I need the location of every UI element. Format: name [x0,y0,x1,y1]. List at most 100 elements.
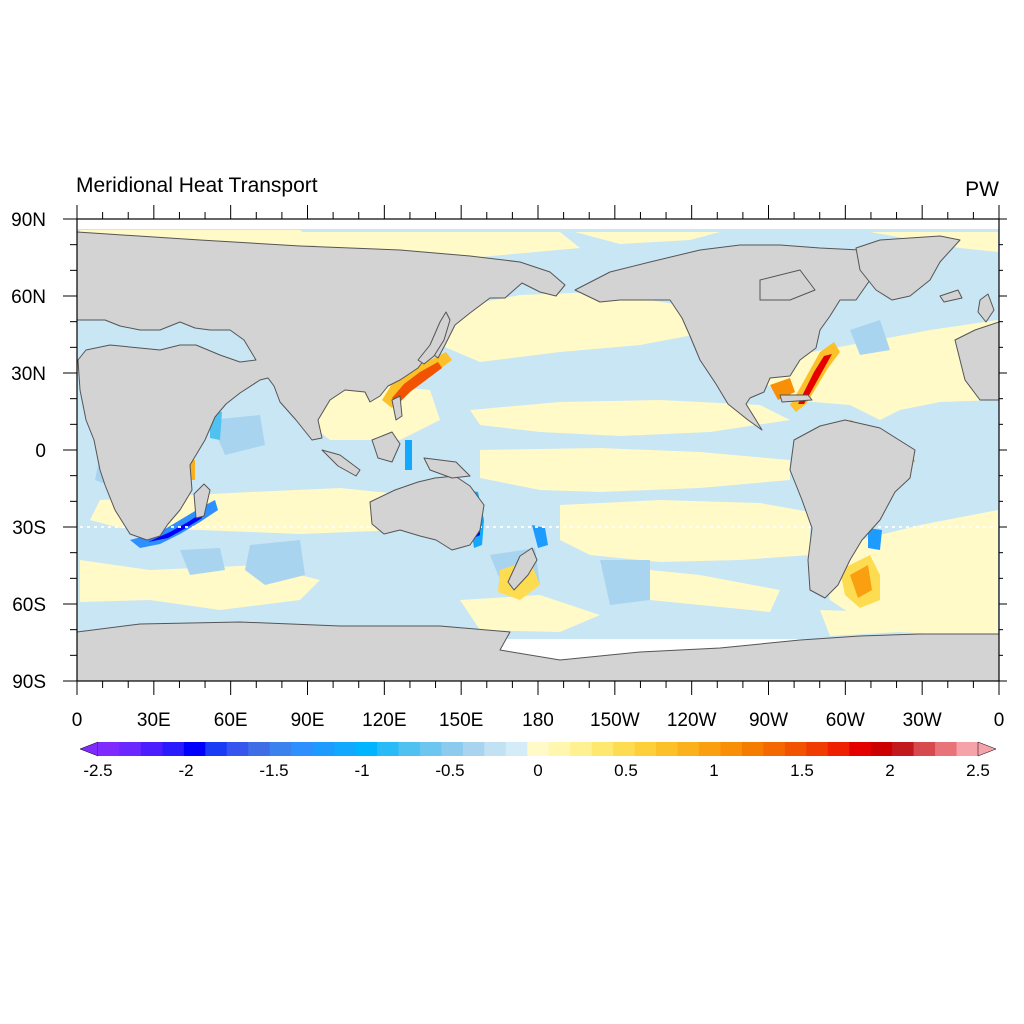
lon-label: 0 [72,710,83,731]
lon-label: 30E [137,710,171,731]
lat-axis-labels: 90N 60N 30N 0 30S 60S 90S [11,210,46,693]
lat-label: 30N [11,364,46,385]
lon-label: 0 [994,710,1005,731]
lon-label: 120W [667,710,717,731]
colorbar-swatch [119,742,142,756]
borneo [371,431,401,463]
colorbar-swatch [570,742,593,756]
colorbar-swatch [269,742,292,756]
lon-label: 150W [590,710,640,731]
colorbar-swatch [484,742,507,756]
lon-axis-labels: 0 30E 60E 90E 120E 150E 180 150W 120W 90W 60W 30W 0 [72,710,1005,731]
lat-label: 90S [12,672,46,693]
colorbar-swatch [806,742,829,756]
colorbar-swatch [291,742,314,756]
colorbar-swatch [720,742,743,756]
colorbar-swatch [956,742,979,756]
lon-label: 60E [214,710,248,731]
colorbar-label: 0.5 [614,761,638,780]
british-isles [977,293,995,323]
lat-label: 60N [11,287,46,308]
colorbar-swatch [441,742,464,756]
new-zealand [507,547,538,591]
colorbar-low-triangle [79,741,99,757]
colorbar-label: 1.5 [790,761,814,780]
lon-label: 90W [749,710,788,731]
polar-no-data-north [77,219,999,229]
antarctica [77,621,999,681]
colorbar-label: -1.5 [259,761,288,780]
colorbar: -2.5 -2 -1.5 -1 -0.5 0 0.5 1 1.5 2 2.5 [79,741,997,780]
map-frame: 90N 60N 30N 0 30S 60S 90S 0 30E 60E 90E 120E 150E 18… [11,205,1007,731]
australia [369,475,485,551]
colorbar-swatch [677,742,700,756]
colorbar-swatch [913,742,936,756]
colorbar-swatch [613,742,636,756]
lon-label: 60W [826,710,865,731]
colorbar-swatch [527,742,550,756]
colorbar-swatch [334,742,357,756]
lon-label: 180 [522,710,554,731]
map-plot-area [77,219,999,681]
colorbar-label: 2.5 [966,761,990,780]
colorbar-swatch [312,742,335,756]
colorbar-swatch [763,742,786,756]
colorbar-label: 1 [709,761,718,780]
philippines [391,395,403,421]
colorbar-swatch [398,742,421,756]
colorbar-swatch [462,742,485,756]
colorbar-swatch [162,742,185,756]
lat-label: 30S [12,518,46,539]
iceland [939,289,963,303]
colorbar-swatch [205,742,228,756]
lon-label: 90E [291,710,325,731]
colorbar-swatch [656,742,679,756]
cuba [779,394,813,403]
lon-label: 150E [439,710,483,731]
colorbar-swatch [784,742,807,756]
colorbar-label: -1 [354,761,369,780]
indonesia-negative [405,440,412,470]
colorbar-swatch [892,742,915,756]
iberia-europe-west [954,321,999,401]
eurasia-africa-landmass [77,231,566,541]
colorbar-label: -2.5 [83,761,112,780]
new-zealand-negative [532,525,548,548]
colorbar-swatch [183,742,206,756]
colorbar-swatch [377,742,400,756]
colorbar-swatch [591,742,614,756]
map-title: Meridional Heat Transport [76,174,318,197]
japan [417,311,451,365]
axis-ticks [63,205,1007,695]
colorbar-swatch [548,742,571,756]
colorbar-swatch [870,742,893,756]
lat-label: 60S [12,595,46,616]
new-guinea [423,457,471,479]
colorbar-swatch [355,742,378,756]
colorbar-swatch [98,742,121,756]
colorbar-swatch [419,742,443,756]
sumatra [321,449,361,477]
canadian-islands [759,269,816,301]
colorbar-label: 0 [533,761,542,780]
colorbar-swatch [827,742,850,756]
land-masses [77,231,999,681]
colorbar-swatch [226,742,249,756]
colorbar-swatch [505,742,528,756]
greenland [855,235,961,301]
kuroshio-current [382,352,452,408]
lon-label: 120E [362,710,406,731]
madagascar [193,483,211,519]
colorbar-swatch [634,742,657,756]
lon-label: 30W [903,710,942,731]
colorbar-label: -2 [178,761,193,780]
colorbar-swatch [698,742,722,756]
colorbar-high-triangle [977,741,997,757]
colorbar-swatch [741,742,764,756]
colorbar-swatch [849,742,872,756]
south-america [789,419,916,599]
lat-label: 90N [11,210,46,231]
lat-label: 0 [35,441,46,462]
colorbar-swatch [935,742,958,756]
